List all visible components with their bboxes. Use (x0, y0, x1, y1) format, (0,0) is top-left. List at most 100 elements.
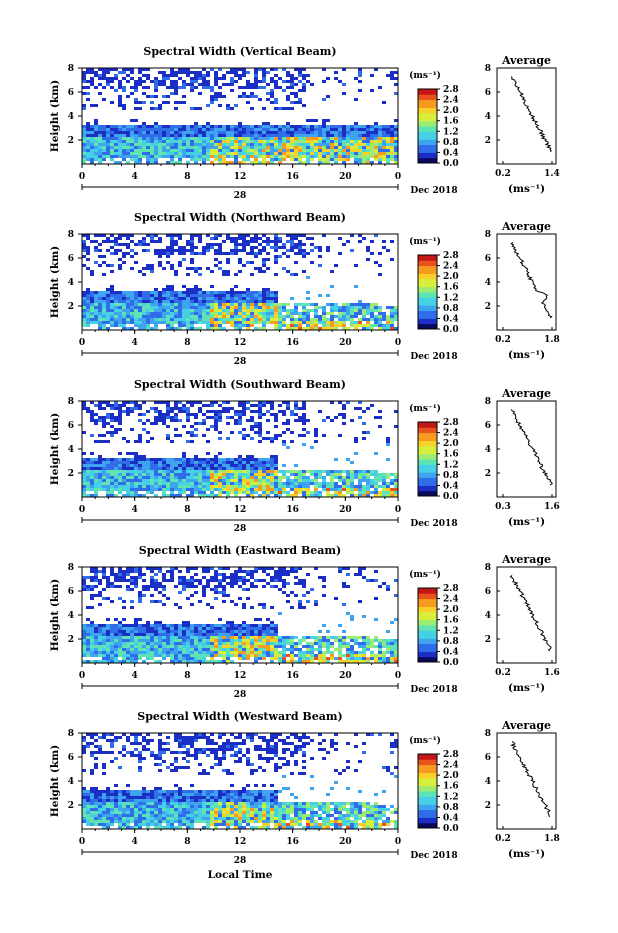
heatmap-cell (174, 464, 178, 467)
heatmap-cell (134, 158, 138, 161)
heatmap-cell (366, 476, 370, 479)
heatmap-cell (322, 479, 326, 482)
heatmap-cell (262, 570, 266, 573)
heatmap-cell (358, 125, 362, 128)
heatmap-cell (238, 155, 242, 158)
heatmap-cell (294, 303, 298, 306)
date-label: Dec 2018 (410, 352, 457, 362)
heatmap-cell (198, 303, 202, 306)
heatmap-cell (386, 149, 390, 152)
heatmap-cell (86, 267, 90, 270)
heatmap-cell (102, 318, 106, 321)
heatmap-cell (174, 461, 178, 464)
heatmap-cell (290, 470, 294, 473)
heatmap-cell (262, 306, 266, 309)
heatmap-cell (366, 143, 370, 146)
heatmap-cell (194, 624, 198, 627)
average-x-tick-label: 1.4 (544, 169, 560, 179)
heatmap-cell (178, 318, 182, 321)
heatmap-cell (294, 464, 298, 467)
heatmap-cell (334, 416, 338, 419)
heatmap-cell (122, 137, 126, 140)
heatmap-cell (382, 639, 386, 642)
heatmap-cell (334, 458, 338, 461)
heatmap-cell (122, 243, 126, 246)
heatmap-cell (82, 152, 86, 155)
heatmap-cell (286, 470, 290, 473)
heatmap-cell (246, 458, 250, 461)
heatmap-cell (138, 627, 142, 630)
heatmap-cell (358, 303, 362, 306)
heatmap-cell (98, 476, 102, 479)
heatmap-cell (254, 240, 258, 243)
heatmap-cell (386, 137, 390, 140)
heatmap (82, 68, 398, 164)
heatmap-cell (230, 146, 234, 149)
heatmap-cell (146, 243, 150, 246)
heatmap-cell (386, 134, 390, 137)
heatmap-cell (358, 140, 362, 143)
heatmap-cell (214, 306, 218, 309)
heatmap-cell (334, 134, 338, 137)
heatmap-cell (222, 240, 226, 243)
heatmap-cell (294, 146, 298, 149)
heatmap-cell (234, 410, 238, 413)
heatmap-cell (270, 125, 274, 128)
heatmap-cell (130, 582, 134, 585)
heatmap-cell (366, 246, 370, 249)
heatmap-cell (90, 633, 94, 636)
heatmap-cell (322, 636, 326, 639)
heatmap-cell (150, 321, 154, 324)
heatmap-cell (202, 627, 206, 630)
heatmap-cell (158, 458, 162, 461)
heatmap-cell (250, 107, 254, 110)
heatmap-cell (282, 267, 286, 270)
heatmap-cell (186, 461, 190, 464)
heatmap-cell (138, 624, 142, 627)
heatmap-cell (290, 158, 294, 161)
heatmap-cell (206, 467, 210, 470)
heatmap-cell (214, 152, 218, 155)
heatmap-cell (190, 143, 194, 146)
heatmap-cell (86, 606, 90, 609)
heatmap-cell (358, 155, 362, 158)
heatmap-cell (158, 71, 162, 74)
heatmap-cell (174, 585, 178, 588)
heatmap-cell (358, 318, 362, 321)
heatmap-cell (182, 249, 186, 252)
heatmap-cell (98, 434, 102, 437)
heatmap-cell (374, 318, 378, 321)
heatmap-cell (266, 92, 270, 95)
heatmap-cell (394, 618, 398, 621)
heatmap-cell (98, 137, 102, 140)
heatmap-cell (114, 419, 118, 422)
heatmap-cell (174, 416, 178, 419)
heatmap-cell (250, 297, 254, 300)
heatmap-cell (378, 134, 382, 137)
heatmap-cell (122, 89, 126, 92)
heatmap-cell (298, 158, 302, 161)
heatmap-cell (222, 464, 226, 467)
heatmap-cell (234, 125, 238, 128)
heatmap-cell (282, 464, 286, 467)
heatmap-cell (302, 488, 306, 491)
colorbar-tick-label: 2.8 (443, 251, 459, 261)
heatmap-cell (374, 125, 378, 128)
heatmap-cell (258, 300, 262, 303)
heatmap-cell (126, 413, 130, 416)
heatmap-cell (82, 131, 86, 134)
heatmap-cell (178, 252, 182, 255)
heatmap-cell (150, 128, 154, 131)
heatmap-cell (258, 470, 262, 473)
heatmap-cell (186, 476, 190, 479)
heatmap-cell (166, 77, 170, 80)
heatmap-cell (258, 306, 262, 309)
heatmap-cell (214, 309, 218, 312)
heatmap-cell (190, 297, 194, 300)
heatmap-cell (158, 300, 162, 303)
heatmap-cell (86, 321, 90, 324)
heatmap-cell (214, 636, 218, 639)
heatmap-cell (294, 83, 298, 86)
heatmap-cell (174, 71, 178, 74)
y-tick-label: 2 (68, 302, 74, 312)
